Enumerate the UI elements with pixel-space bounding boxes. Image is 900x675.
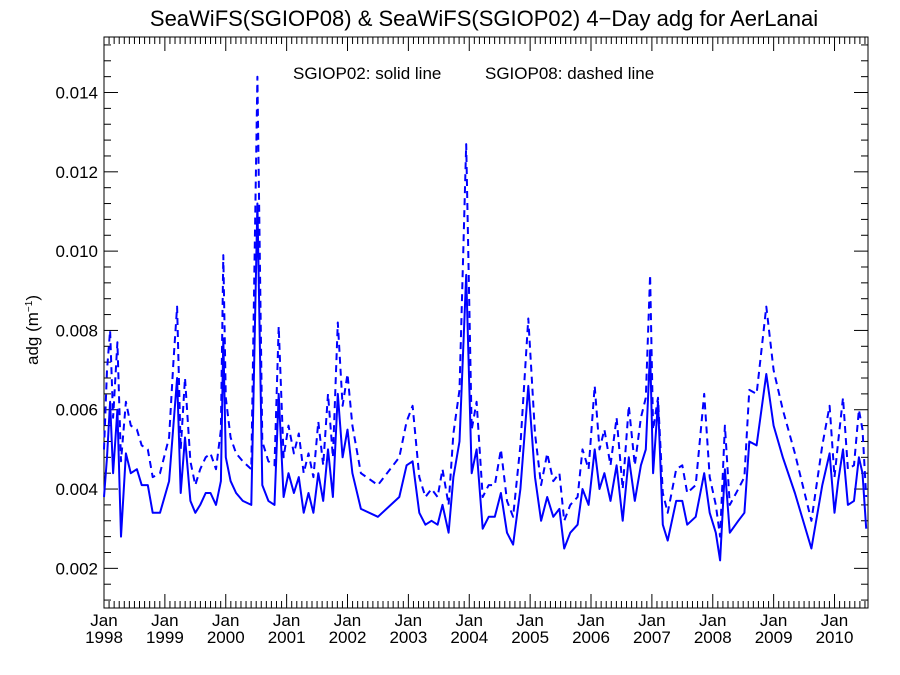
x-tick-year-label: 2008: [694, 628, 732, 647]
y-axis-label-superscript: −1: [24, 300, 35, 312]
x-tick-year-label: 2003: [389, 628, 427, 647]
y-ticks: 0.002 0.004 0.006 0.008 0.010 0.012 0.014: [55, 44, 868, 601]
x-tick-year-label: 2007: [633, 628, 671, 647]
x-tick-month-label: Jan: [638, 611, 665, 630]
y-tick-label: 0.002: [55, 559, 98, 578]
x-tick-month-label: Jan: [90, 611, 117, 630]
x-tick-month-label: Jan: [456, 611, 483, 630]
x-tick-month-label: Jan: [821, 611, 848, 630]
x-tick-year-label: 1999: [146, 628, 184, 647]
x-tick-year-label: 2005: [511, 628, 549, 647]
series-line-sgiop02: [103, 202, 868, 562]
annotation-dashed-line: SGIOP08: dashed line: [485, 64, 654, 83]
x-tick-month-label: Jan: [273, 611, 300, 630]
x-tick-year-label: 2001: [268, 628, 306, 647]
x-tick-month-label: Jan: [516, 611, 543, 630]
x-tick-year-label: 2006: [572, 628, 610, 647]
y-tick-label: 0.004: [55, 480, 98, 499]
x-minor-ticks: [108, 37, 866, 608]
y-axis-label-main: adg (m: [23, 312, 42, 365]
y-tick-label: 0.010: [55, 242, 98, 261]
y-axis-label: adg (m−1): [23, 295, 42, 365]
x-tick-year-label: 2002: [329, 628, 367, 647]
x-tick-month-label: Jan: [395, 611, 422, 630]
x-ticks: Jan1998Jan1999Jan2000Jan2001Jan2002Jan20…: [85, 37, 853, 647]
y-tick-label: 0.008: [55, 321, 98, 340]
plot-frame: [103, 36, 869, 609]
y-axis-label-close: ): [23, 295, 42, 301]
y-tick-label: 0.012: [55, 163, 98, 182]
x-tick-year-label: 2009: [755, 628, 793, 647]
series-line-sgiop08: [103, 75, 868, 538]
x-tick-month-label: Jan: [151, 611, 178, 630]
x-tick-month-label: Jan: [577, 611, 604, 630]
x-tick-year-label: 1998: [85, 628, 123, 647]
chart-title: SeaWiFS(SGIOP08) & SeaWiFS(SGIOP02) 4−Da…: [150, 6, 818, 31]
x-tick-year-label: 2010: [816, 628, 854, 647]
series-group: [103, 75, 868, 562]
y-tick-label: 0.014: [55, 84, 98, 103]
x-tick-month-label: Jan: [699, 611, 726, 630]
x-tick-month-label: Jan: [760, 611, 787, 630]
x-tick-year-label: 2004: [450, 628, 488, 647]
x-tick-month-label: Jan: [334, 611, 361, 630]
y-tick-label: 0.006: [55, 401, 98, 420]
x-tick-year-label: 2000: [207, 628, 245, 647]
x-tick-month-label: Jan: [212, 611, 239, 630]
annotation-solid-line: SGIOP02: solid line: [293, 64, 441, 83]
